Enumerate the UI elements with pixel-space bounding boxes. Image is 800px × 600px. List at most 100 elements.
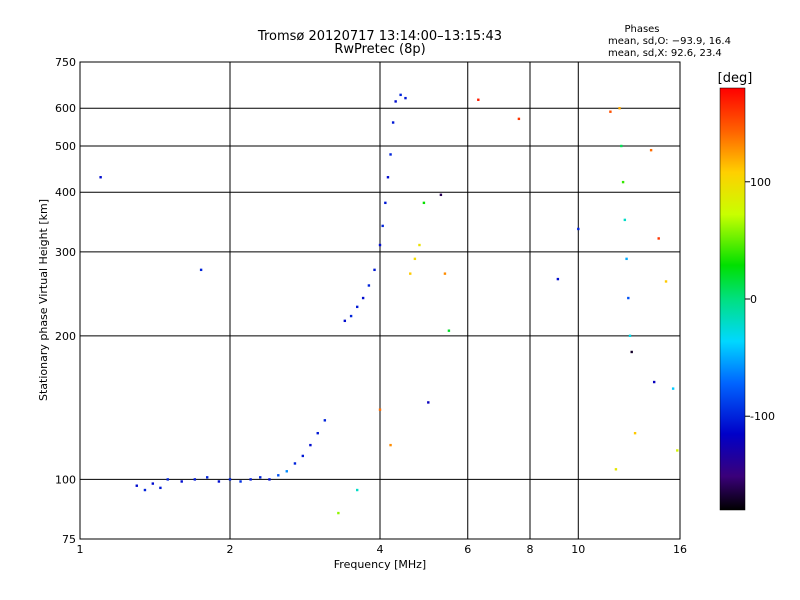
data-point	[657, 237, 660, 240]
colorbar-ticks: 100 0 -100	[745, 176, 775, 423]
data-point	[239, 480, 242, 483]
y-tick-label: 400	[55, 186, 76, 199]
x-tick-label: 4	[377, 543, 384, 556]
stats-o-mode: mean, sd,O: −93.9, 16.4	[608, 36, 731, 47]
data-point	[367, 284, 371, 287]
data-point	[386, 176, 390, 179]
data-point	[652, 380, 656, 384]
y-tick-label: 500	[55, 140, 76, 153]
data-point	[355, 488, 359, 492]
data-point	[309, 443, 312, 447]
colorbar-tick-label: -100	[750, 410, 775, 423]
data-point	[609, 110, 612, 113]
data-point	[623, 218, 627, 222]
data-point	[381, 224, 384, 228]
data-point	[143, 488, 147, 492]
data-point	[135, 484, 138, 487]
data-point	[355, 305, 359, 309]
data-point	[614, 468, 618, 471]
data-point	[389, 153, 392, 156]
data-point	[422, 201, 426, 205]
chart-title-line2: RwPretec (8p)	[334, 42, 425, 57]
data-point	[166, 478, 169, 481]
chart-title-line1: Tromsø 20120717 13:14:00–13:15:43	[257, 29, 502, 44]
data-point	[193, 478, 197, 481]
plot-ticks: 1 2 4 6 8 10 16 75 100 200 300 400 500 600 750	[55, 56, 687, 556]
data-point	[418, 243, 421, 247]
data-point	[349, 314, 353, 318]
data-point	[556, 277, 560, 281]
data-point	[477, 98, 480, 101]
data-point	[316, 431, 319, 435]
data-point	[343, 319, 347, 323]
data-point	[664, 280, 668, 283]
data-point	[630, 350, 633, 354]
data-point	[517, 117, 521, 121]
y-tick-label: 750	[55, 56, 76, 69]
data-point	[443, 272, 447, 275]
x-tick-label: 6	[464, 543, 471, 556]
colorbar-label: [deg]	[718, 71, 753, 86]
data-point	[618, 107, 621, 110]
data-point	[409, 272, 412, 275]
stats-header: Phases	[624, 24, 659, 35]
data-point	[404, 96, 407, 100]
colorbar-tick-label: 0	[750, 293, 757, 306]
data-point	[384, 201, 387, 205]
data-point	[378, 408, 382, 411]
data-point	[628, 334, 632, 338]
y-tick-label: 100	[55, 473, 76, 486]
data-point	[621, 180, 625, 184]
colorbar	[719, 87, 746, 511]
data-point	[337, 511, 340, 515]
data-point	[394, 100, 397, 103]
data-point	[99, 176, 102, 179]
colorbar-tick-label: 100	[750, 176, 771, 189]
data-point	[391, 121, 395, 124]
x-tick-label: 2	[227, 543, 234, 556]
data-point	[649, 148, 653, 152]
data-point	[199, 268, 203, 272]
data-point	[205, 476, 209, 479]
plot-points	[99, 93, 679, 515]
data-point	[217, 480, 221, 483]
data-point	[676, 449, 679, 452]
y-tick-label: 75	[62, 533, 76, 546]
data-point	[625, 257, 628, 261]
data-point	[228, 478, 232, 481]
y-tick-label: 600	[55, 102, 76, 115]
y-tick-label: 300	[55, 246, 76, 259]
data-point	[620, 144, 623, 148]
x-axis-label: Frequency [MHz]	[334, 558, 426, 571]
x-tick-label: 8	[527, 543, 534, 556]
data-point	[427, 401, 430, 404]
data-point	[277, 474, 280, 477]
data-point	[439, 193, 443, 197]
data-point	[159, 486, 162, 490]
data-point	[361, 296, 365, 300]
plot-frame	[79, 61, 681, 540]
data-point	[633, 431, 637, 435]
data-point	[151, 482, 155, 485]
x-tick-label: 16	[673, 543, 687, 556]
data-point	[293, 462, 297, 465]
data-point	[268, 478, 271, 481]
data-point	[373, 268, 376, 272]
y-axis-label: Stationary phase Virtual Height [km]	[37, 199, 50, 401]
data-point	[413, 257, 417, 261]
stats-x-mode: mean, sd,X: 92.6, 23.4	[608, 48, 722, 59]
data-point	[285, 470, 288, 473]
data-point	[447, 329, 451, 332]
data-point	[259, 476, 262, 479]
data-point	[389, 443, 392, 447]
data-point	[249, 478, 252, 481]
data-point	[323, 419, 327, 422]
plot-grid	[80, 62, 680, 539]
data-point	[301, 454, 305, 458]
data-point	[577, 227, 580, 231]
data-point	[627, 296, 630, 300]
data-point	[671, 387, 675, 390]
data-point	[378, 243, 382, 247]
data-point	[399, 93, 402, 97]
